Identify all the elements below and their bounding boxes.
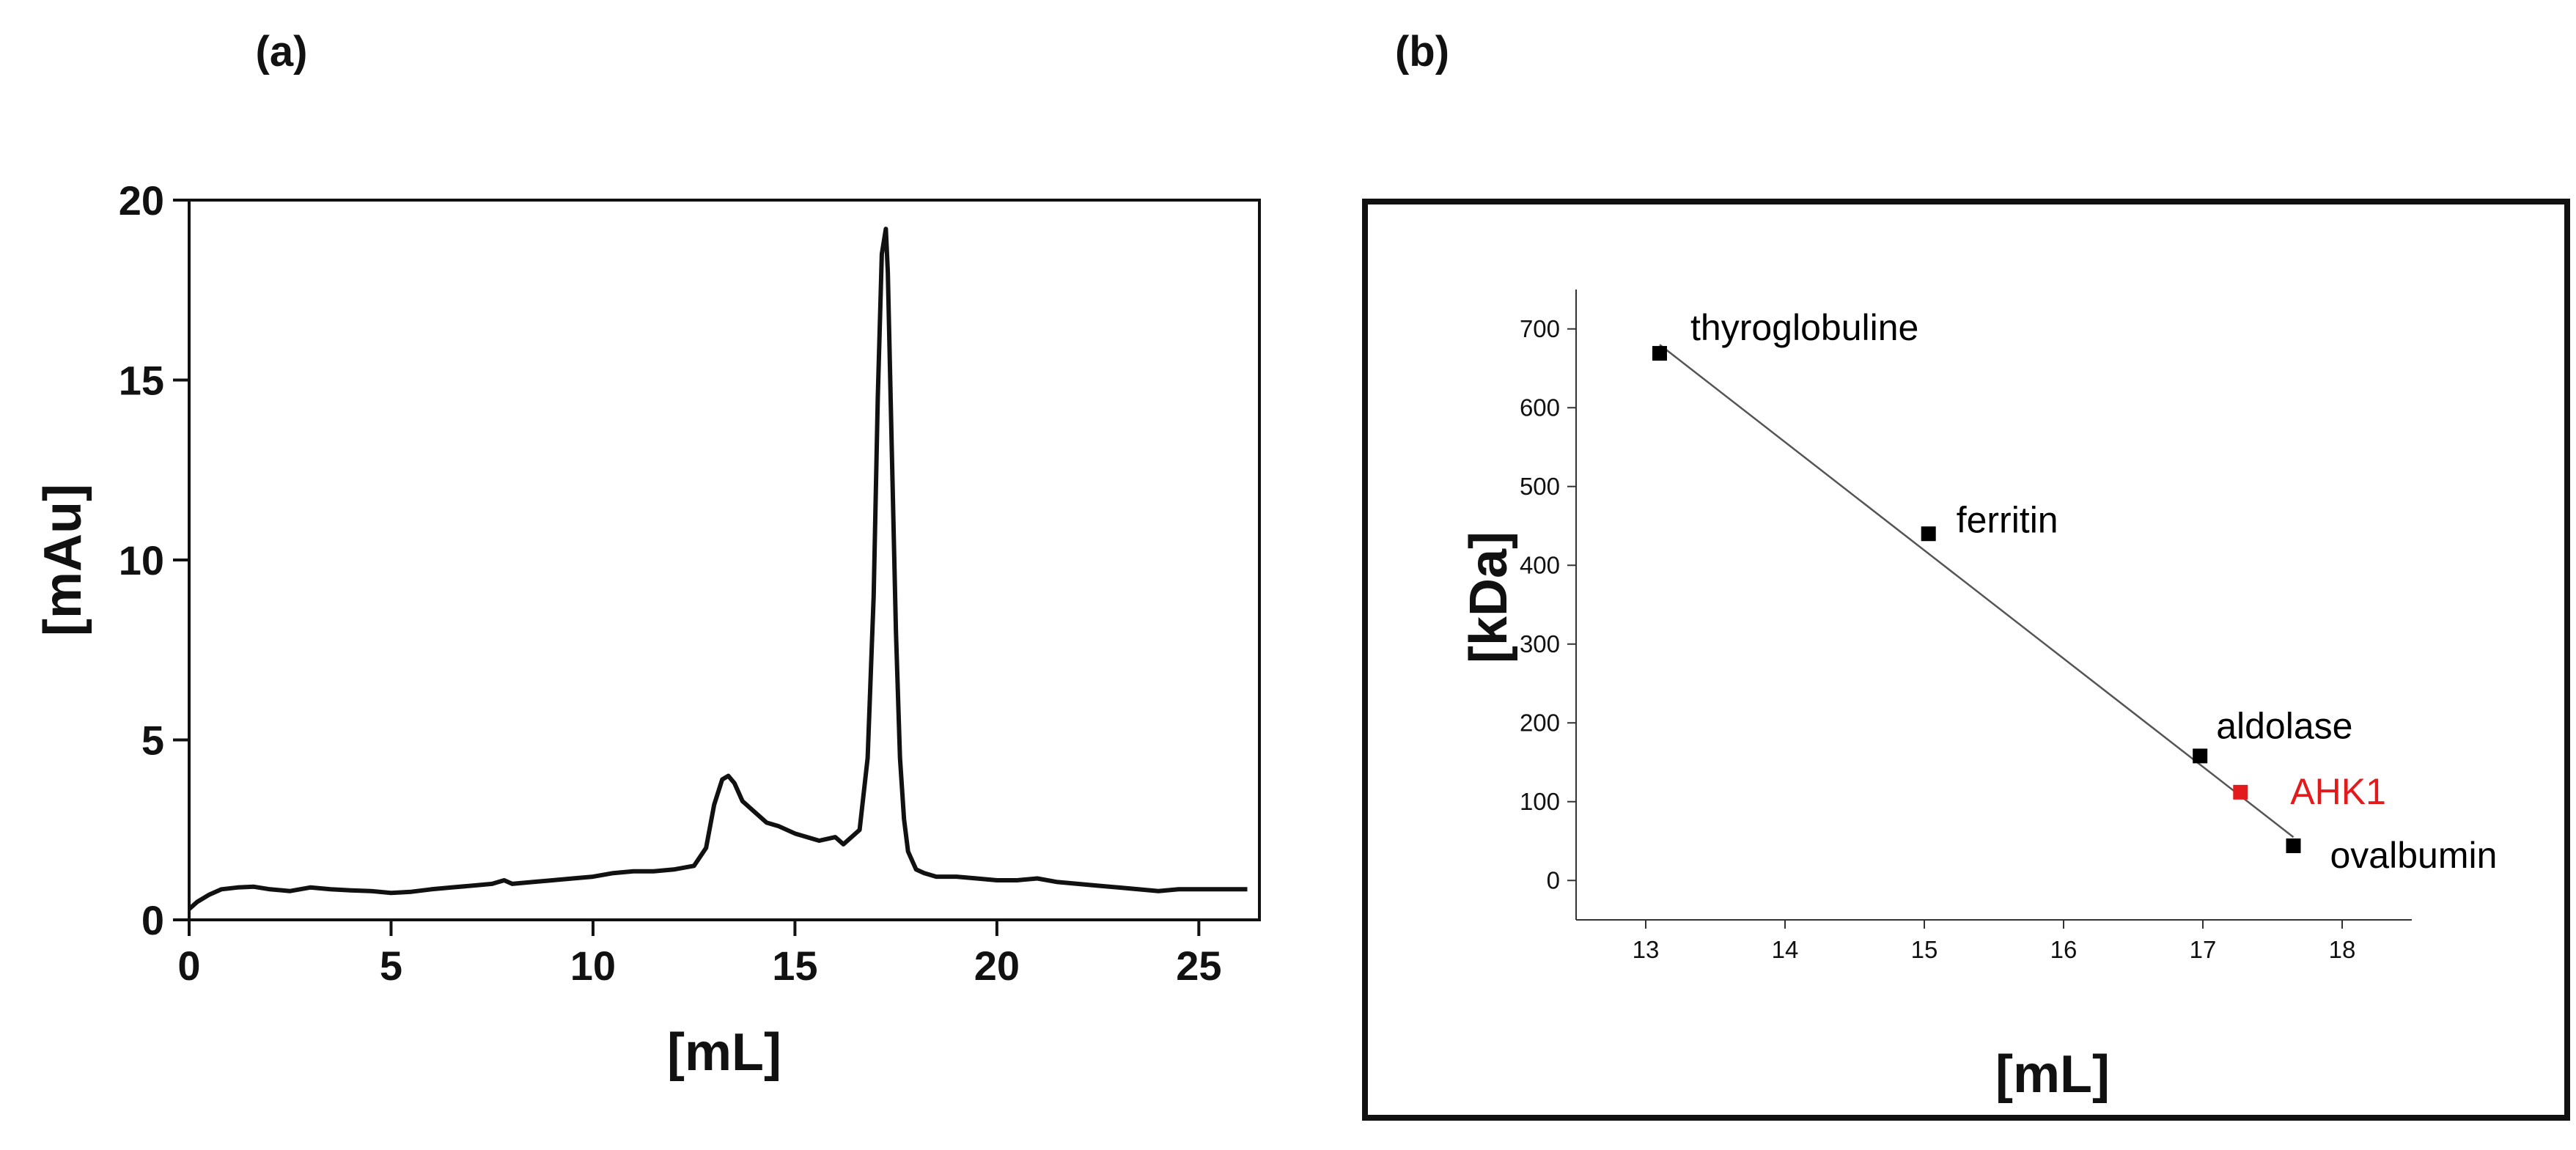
chart-b-x-tick-label: 13	[1633, 936, 1660, 963]
chart-b-y-axis-title: [kDa]	[1460, 531, 1518, 663]
chart-b-point-thyroglobuline	[1652, 346, 1667, 361]
chart-a-y-tick-label: 15	[119, 358, 164, 404]
chart-b-x-axis-title: [mL]	[1995, 1045, 2110, 1104]
chart-b-y-tick-label: 200	[1520, 709, 1560, 736]
chart-b-points: thyroglobuline ferritin aldolase AHK1 ovalbu…	[1652, 307, 2497, 876]
panel-label-b: (b)	[1395, 28, 1449, 75]
chart-b-y-tick-label: 400	[1520, 551, 1560, 578]
panel-label-a: (a)	[256, 28, 308, 75]
chart-a-x-tick-label: 10	[570, 943, 616, 989]
chart-b-x-tick-label: 18	[2329, 936, 2356, 963]
chart-b-point-ferritin	[1921, 526, 1936, 542]
chart-b-y-tick-label: 100	[1520, 788, 1560, 815]
chart-b-point-label-ferritin: ferritin	[1957, 499, 2058, 540]
chart-b-point-label-ahk1: AHK1	[2290, 771, 2386, 812]
chart-a-ticks: 0 5 10 15 20 25 0 5 10 15 20	[119, 177, 1222, 989]
chart-a-x-tick-label: 25	[1176, 943, 1221, 989]
chart-b-point-label-aldolase: aldolase	[2216, 705, 2352, 746]
chart-b-x-tick-label: 17	[2190, 936, 2217, 963]
chart-a-x-tick-label: 15	[772, 943, 817, 989]
chart-b-x-tick-label: 14	[1772, 936, 1799, 963]
chart-b-y-tick-label: 0	[1547, 866, 1560, 893]
chart-a-x-tick-label: 0	[177, 943, 200, 989]
chart-b-y-tick-label: 700	[1520, 315, 1560, 342]
chart-a-y-axis-title: [mAu]	[34, 484, 92, 636]
chart-a-y-tick-label: 5	[141, 718, 164, 764]
chart-b-point-label-ovalbumin: ovalbumin	[2330, 835, 2498, 876]
chart-b-point-ahk1	[2233, 784, 2248, 800]
chart-b-fit-line	[1659, 344, 2295, 838]
chart-b-y-tick-label: 600	[1520, 394, 1560, 421]
chart-a-y-tick-label: 20	[119, 177, 164, 224]
chart-b-outer-frame	[1362, 199, 2570, 1121]
chart-b-point-aldolase	[2193, 748, 2208, 764]
chart-a-y-tick-label: 10	[119, 537, 164, 583]
chart-b-x-tick-label: 15	[1911, 936, 1938, 963]
chart-b-ticks: 13 14 15 16 17 18 0 100 200 300 400 500 600 700	[1520, 315, 2355, 963]
chart-b-x-tick-label: 16	[2050, 936, 2078, 963]
chart-a-x-tick-label: 20	[974, 943, 1020, 989]
chart-a-x-tick-label: 5	[380, 943, 402, 989]
chart-b-point-ovalbumin	[2286, 838, 2301, 853]
chart-b-y-tick-label: 500	[1520, 473, 1560, 500]
chart-a-y-tick-label: 0	[141, 897, 164, 943]
chart-b: 13 14 15 16 17 18 0 100 200 300 400 500 600 700 thyro…	[1362, 199, 2570, 1121]
chart-a-series-line	[188, 226, 1248, 911]
chart-b-y-tick-label: 300	[1520, 630, 1560, 657]
chart-b-point-label-thyroglobuline: thyroglobuline	[1690, 307, 1918, 348]
chart-a: 0 5 10 15 20 25 0 5 10 15 20 [mL] [mAu]	[34, 177, 1261, 1082]
chart-a-x-axis-title: [mL]	[667, 1023, 781, 1082]
chart-a-plot-frame	[188, 199, 1261, 921]
